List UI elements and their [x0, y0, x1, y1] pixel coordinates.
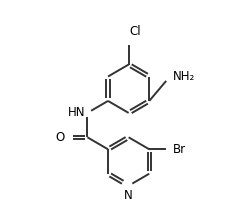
- Text: Cl: Cl: [129, 25, 141, 38]
- Text: Br: Br: [172, 143, 185, 156]
- Text: NH₂: NH₂: [172, 70, 194, 83]
- Text: O: O: [55, 131, 64, 144]
- Text: N: N: [124, 190, 132, 202]
- Text: HN: HN: [67, 106, 84, 119]
